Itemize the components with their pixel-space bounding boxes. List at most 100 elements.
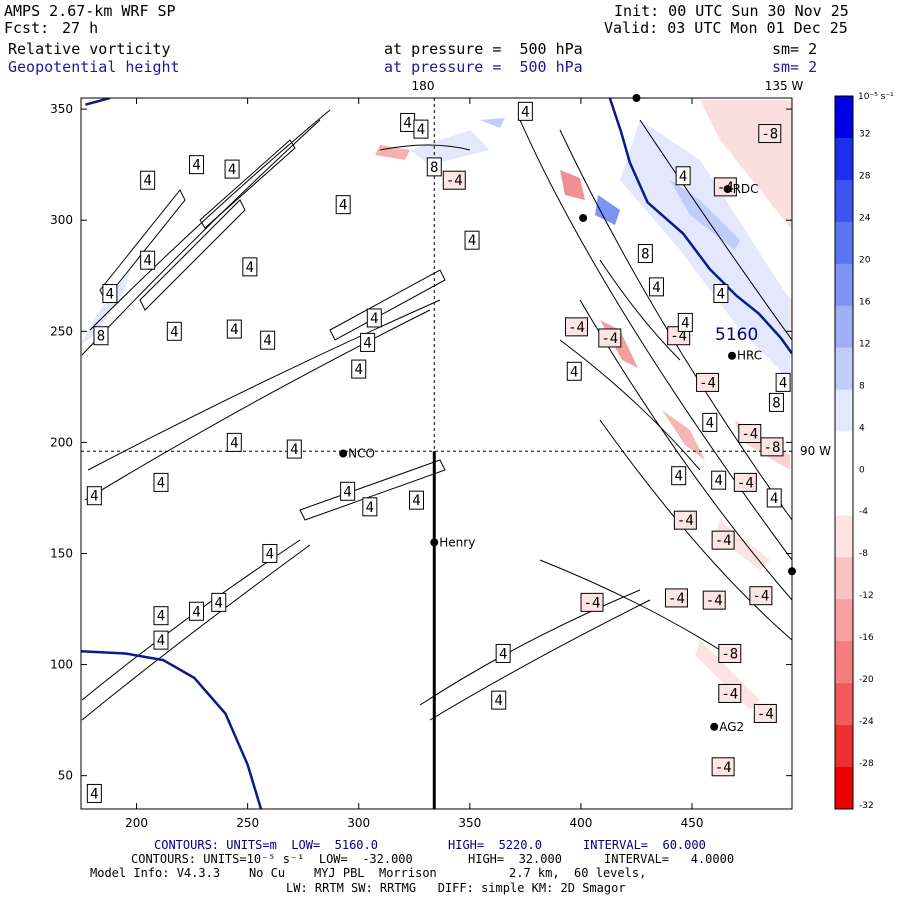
vorticity-label-box [442, 170, 466, 190]
vorticity-label: 4 [263, 333, 271, 349]
reference-lines [81, 98, 792, 809]
colorbar-tick-label: -16 [859, 633, 874, 643]
y-tick-label: 50 [58, 769, 73, 783]
footer-vort-contours: CONTOURS: UNITS=10⁻⁵ s⁻¹ LOW= -32.000 [131, 852, 413, 866]
height-contour-line [85, 98, 111, 106]
station-dot [579, 213, 588, 222]
colorbar-swatch [835, 221, 853, 265]
x-tick-label: 200 [125, 816, 148, 830]
forecast-label: Fcst: [4, 19, 50, 37]
vorticity-label-box [189, 601, 205, 621]
footer-vort-interval: INTERVAL= 4.0000 [604, 852, 735, 866]
vorticity-label: -4 [584, 595, 601, 611]
station-dot [728, 351, 737, 360]
vorticity-label-box [702, 412, 718, 432]
y-tick-label: 300 [50, 213, 73, 227]
vorticity-label-box [226, 432, 242, 452]
vorticity-label: 4 [157, 633, 165, 649]
vorticity-label: -4 [721, 686, 738, 702]
positive-vorticity-band [81, 118, 790, 380]
vorticity-label-box [140, 250, 156, 270]
vorticity-label-box [758, 124, 782, 144]
vorticity-label-box [242, 257, 258, 277]
station-dot [339, 449, 348, 458]
vorticity-label-box [335, 195, 351, 215]
field2-name: Geopotential height [8, 58, 180, 76]
vorticity-label: 4 [468, 233, 476, 249]
x-tick-label: 400 [569, 816, 592, 830]
colorbar-swatch [835, 725, 853, 768]
vorticity-label: -4 [737, 475, 754, 491]
colorbar-tick-label: 8 [859, 381, 865, 391]
vorticity-label-box [566, 361, 582, 381]
vorticity-label-box [711, 530, 735, 550]
label-meridian-180: 180 [412, 79, 435, 93]
vorticity-label-box [775, 372, 791, 392]
station-dot [710, 722, 719, 731]
vorticity-label: -4 [715, 533, 732, 549]
label-meridian-135w: 135 W [765, 79, 804, 93]
y-tick-label: 200 [50, 435, 73, 449]
vorticity-label-box [768, 392, 784, 412]
y-tick-label: 250 [50, 324, 73, 338]
footer-height-high: HIGH= 5220.0 [448, 838, 542, 852]
vorticity-label: -4 [706, 593, 723, 609]
vorticity-label: 4 [706, 415, 714, 431]
vorticity-label: 4 [403, 115, 411, 131]
colorbar-tick-label: 28 [859, 172, 871, 182]
vorticity-label-box [426, 157, 442, 177]
footer-vort-high: HIGH= 32.000 [468, 852, 562, 866]
vorticity-label-box [564, 317, 588, 337]
colorbar-tick-label: -12 [859, 591, 874, 601]
vorticity-label: 4 [157, 475, 165, 491]
vorticity-label-box [718, 683, 742, 703]
vorticity-label-box [86, 486, 102, 506]
vorticity-label: 4 [370, 311, 378, 327]
vorticity-label-box [211, 592, 227, 612]
colorbar-swatch [835, 263, 853, 307]
y-tick-label: 150 [50, 546, 73, 560]
vorticity-label: 4 [143, 253, 151, 269]
vorticity-label: 4 [215, 595, 223, 611]
field1-level: at pressure = 500 hPa [384, 40, 583, 58]
vorticity-label-box [166, 321, 182, 341]
field1-smoothing: sm= 2 [772, 40, 818, 58]
vorticity-label: 4 [417, 122, 425, 138]
vorticity-label-box [766, 488, 782, 508]
vorticity-label: -4 [670, 329, 687, 345]
station-dot [430, 538, 439, 547]
colorbar-tick-label: 0 [859, 465, 865, 475]
vorticity-label-box [517, 101, 533, 121]
vorticity-label-box [753, 703, 777, 723]
vorticity-label-box [711, 470, 727, 490]
vorticity-label: -4 [446, 173, 463, 189]
vorticity-label: 4 [521, 104, 529, 120]
vorticity-label-box [673, 510, 697, 530]
footer-height-units: CONTOURS: UNITS=m LOW= 5160.0 [154, 838, 378, 852]
colorbar-tick-label: 20 [859, 256, 871, 266]
vorticity-label-box [675, 166, 691, 186]
colorbar-swatch [835, 599, 853, 642]
y-tick-label: 100 [50, 658, 73, 672]
vorticity-label-box [760, 437, 784, 457]
vorticity-label-box [153, 606, 169, 626]
vorticity-label: 8 [430, 160, 438, 176]
vorticity-label-box [713, 284, 729, 304]
station-label: RDC [733, 182, 759, 196]
vorticity-label-box [409, 490, 425, 510]
colorbar-tick-label: -4 [859, 507, 868, 517]
vorticity-label-box [224, 159, 240, 179]
vorticity-label-box [362, 497, 378, 517]
colorbar-swatch [835, 431, 853, 474]
vorticity-label: -8 [764, 440, 781, 456]
vorticity-label: 4 [499, 646, 507, 662]
vorticity-label-box [696, 372, 720, 392]
colorbar-tick-label: -20 [859, 675, 874, 685]
vorticity-label-box [340, 481, 356, 501]
colorbar-tick-label: -28 [859, 759, 874, 769]
vorticity-label-box [749, 586, 773, 606]
colorbar-tick-label: 4 [859, 423, 865, 433]
vorticity-label: 4 [681, 315, 689, 331]
